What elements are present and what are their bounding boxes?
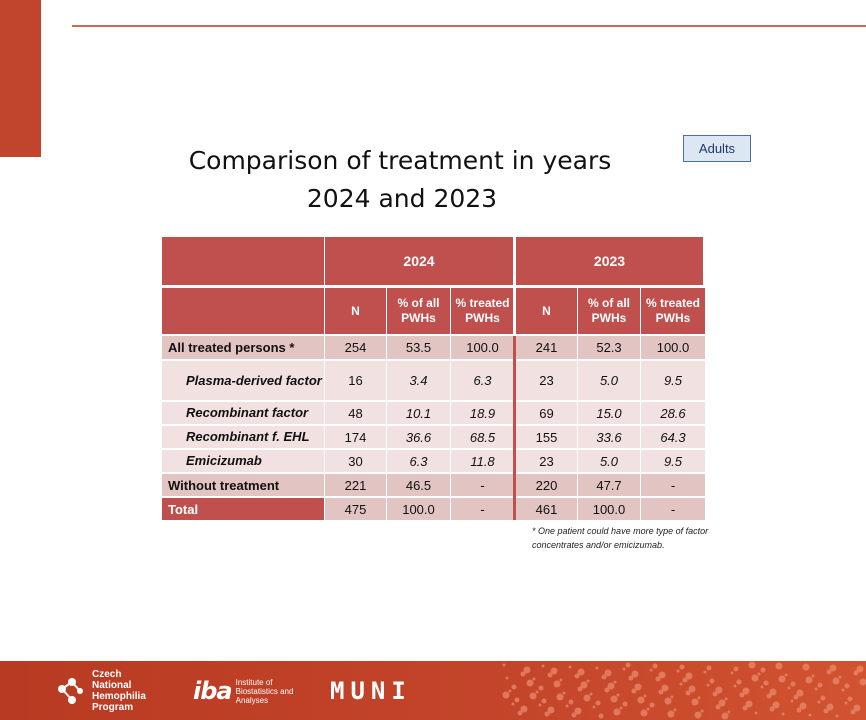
- table-cell: 36.6: [387, 426, 450, 448]
- table-cell: 254: [325, 336, 386, 359]
- column-divider: [386, 288, 387, 520]
- row-divider: [162, 360, 705, 361]
- table-cell: 220: [516, 474, 577, 496]
- table-cell: 11.8: [451, 450, 514, 472]
- slide-title: Comparison of treatment in years 2024 an…: [150, 142, 650, 218]
- adults-badge: Adults: [683, 135, 751, 162]
- table-cell: 48: [325, 402, 386, 424]
- table-cell: 155: [516, 426, 577, 448]
- row-label: Recombinant f. EHL: [162, 426, 324, 448]
- row-label: Recombinant factor: [162, 402, 324, 424]
- row-divider: [162, 335, 705, 336]
- year-header-2023: 2023: [516, 237, 703, 285]
- title-line-2: 2024 and 2023: [306, 184, 498, 213]
- footer-bar: [0, 661, 866, 720]
- subheader-2023-2: % treated PWHs: [641, 288, 705, 334]
- network-icon: [58, 678, 83, 704]
- table-cell: 5.0: [578, 361, 640, 400]
- subheader-2024-2: % treated PWHs: [451, 288, 514, 334]
- row-label: Without treatment: [162, 474, 324, 496]
- table-cell: 53.5: [387, 336, 450, 359]
- table-cell: 100.0: [387, 498, 450, 520]
- row-label: Emicizumab: [162, 450, 324, 472]
- row-label: Plasma-derived factor: [162, 361, 324, 400]
- table-cell: 100.0: [451, 336, 514, 359]
- table-cell: 174: [325, 426, 386, 448]
- muni-logo: MUNI: [330, 677, 412, 705]
- year-header-2024: 2024: [325, 237, 513, 285]
- table-cell: 33.6: [578, 426, 640, 448]
- table-cell: 6.3: [451, 361, 514, 400]
- table-cell: 23: [516, 361, 577, 400]
- subheader-2024-0: N: [325, 288, 386, 334]
- table-header-blank: [162, 237, 324, 285]
- column-divider: [324, 288, 325, 520]
- table-cell: 100.0: [641, 336, 705, 359]
- table-cell: 15.0: [578, 402, 640, 424]
- table-cell: 18.9: [451, 402, 514, 424]
- dot-pattern-graphic: [502, 661, 866, 720]
- row-divider: [162, 401, 705, 402]
- subheader-2023-1: % of all PWHs: [578, 288, 640, 334]
- cnhp-logo: Czech National Hemophilia Program: [56, 669, 162, 713]
- table-cell: 461: [516, 498, 577, 520]
- row-divider: [162, 473, 705, 474]
- subheader-2024-1: % of all PWHs: [387, 288, 450, 334]
- group-divider-red: [513, 336, 516, 520]
- table-subheader-blank: [162, 288, 324, 334]
- subheader-2023-0: N: [516, 288, 577, 334]
- table-cell: 6.3: [387, 450, 450, 472]
- table-cell: 16: [325, 361, 386, 400]
- table-cell: 64.3: [641, 426, 705, 448]
- table-cell: 68.5: [451, 426, 514, 448]
- table-cell: -: [641, 498, 705, 520]
- top-divider-line: [72, 25, 866, 27]
- column-divider: [450, 288, 451, 520]
- row-divider: [162, 497, 705, 498]
- table-cell: 10.1: [387, 402, 450, 424]
- table-cell: 9.5: [641, 361, 705, 400]
- table-cell: 28.6: [641, 402, 705, 424]
- row-label: All treated persons *: [162, 336, 324, 359]
- footnote: * One patient could have more type of fa…: [532, 526, 709, 550]
- table-cell: 241: [516, 336, 577, 359]
- table-cell: 46.5: [387, 474, 450, 496]
- table-cell: 52.3: [578, 336, 640, 359]
- row-label: Total: [162, 498, 324, 520]
- row-divider: [162, 449, 705, 450]
- table-cell: -: [451, 498, 514, 520]
- table-cell: 23: [516, 450, 577, 472]
- table-cell: -: [451, 474, 514, 496]
- column-divider: [577, 288, 578, 520]
- iba-logo-text: Institute of Biostatistics and Analyses: [235, 677, 294, 705]
- column-divider: [640, 288, 641, 520]
- iba-logo: iba Institute of Biostatistics and Analy…: [193, 670, 296, 712]
- table-cell: 475: [325, 498, 386, 520]
- table-cell: 221: [325, 474, 386, 496]
- title-line-1: Comparison of treatment in years: [188, 146, 612, 175]
- row-divider: [162, 425, 705, 426]
- cnhp-logo-text: Czech National Hemophilia Program: [92, 669, 146, 713]
- table-cell: -: [641, 474, 705, 496]
- table-cell: 3.4: [387, 361, 450, 400]
- table-cell: 30: [325, 450, 386, 472]
- table-cell: 47.7: [578, 474, 640, 496]
- table-cell: 5.0: [578, 450, 640, 472]
- table-cell: 100.0: [578, 498, 640, 520]
- iba-logo-mark: iba: [193, 677, 233, 705]
- table-cell: 69: [516, 402, 577, 424]
- side-accent-bar: [0, 0, 41, 157]
- table-cell: 9.5: [641, 450, 705, 472]
